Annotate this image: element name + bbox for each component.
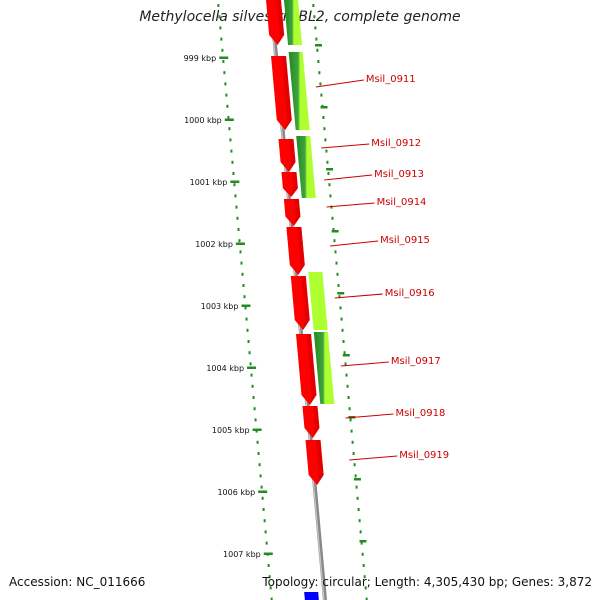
cds-arrow-9[interactable] [302,406,320,438]
accession-label: Accession: NC_011666 [9,575,146,589]
cds-arrow-1[interactable] [266,0,285,45]
position-tick-mark [241,304,251,307]
cds-arrow-3[interactable] [278,139,296,172]
position-tick-mark [224,118,234,121]
position-tick-label: 1007 kbp [223,550,261,559]
position-tick-label: 1005 kbp [212,426,250,435]
position-tick-label: 1001 kbp [190,178,228,187]
map-title: Methylocella silvestris BL2, complete ge… [139,9,461,25]
position-tick-label: 1000 kbp [184,116,222,125]
cds-arrow-7[interactable] [290,276,310,330]
gene-label-leader [321,143,370,149]
cds-arrow-6-shade [296,227,305,275]
gene-label-leader [345,413,394,419]
other-feature-block[interactable] [304,592,319,600]
cds-arrow-8[interactable] [295,334,317,405]
position-tick-label: 999 kbp [184,54,217,63]
gene-label-leader [330,240,379,247]
cds-arrow-2[interactable] [271,56,292,130]
position-ticks: 999 kbp 1000 kbp 1001 kbp 1002 kbp 1003 kbp 1… [184,4,368,600]
position-tick-mark [263,552,273,555]
position-tick-label: 1006 kbp [217,488,255,497]
outer-tick-mark [314,44,322,47]
outer-tick-mark [320,106,328,109]
gene-label[interactable]: Msil_0915 [380,235,430,246]
position-tick-label: 1003 kbp [201,302,239,311]
cds-arrow-3-shade [288,139,296,172]
annotation-block-4[interactable] [308,272,328,330]
outer-tick-mark [359,540,367,543]
position-tick-label: 1004 kbp [206,364,244,373]
cds-arrow-8-shade [306,334,317,405]
position-tick-mark [230,180,240,183]
gene-label[interactable]: Msil_0913 [374,169,424,180]
gene-label[interactable]: Msil_0912 [371,138,421,149]
cds-arrow-9-shade [312,406,320,438]
cds-arrow-4-shade [291,172,298,197]
annotation-block-1[interactable] [284,0,303,45]
cds-arrow-6[interactable] [286,227,305,275]
gene-label[interactable]: Msil_0917 [391,356,441,367]
cds-arrow-1-shade [276,0,285,45]
annotation-block-3[interactable] [296,136,316,198]
gene-label-leader [334,293,383,299]
annotation-block-5[interactable] [313,332,335,404]
feature-tracks [266,0,335,600]
cds-arrow-5-shade [293,199,301,226]
gene-label[interactable]: Msil_0919 [399,450,449,461]
position-tick-mark [252,428,262,431]
gene-label[interactable]: Msil_0918 [396,408,446,419]
gene-label-leader [340,361,389,367]
annotation-block-2[interactable] [288,52,310,130]
gene-label[interactable]: Msil_0916 [385,288,435,299]
gene-label[interactable]: Msil_0911 [366,74,416,85]
position-tick-mark [258,490,268,493]
outer-tick-mark [326,168,334,171]
position-tick-label: 1002 kbp [195,240,233,249]
position-tick-mark [219,56,229,59]
outer-tick-mark [353,478,361,481]
genome-summary: Topology: circular; Length: 4,305,430 bp… [262,575,592,589]
cds-arrow-7-shade [301,276,310,330]
gene-label[interactable]: Msil_0914 [377,197,427,208]
cds-arrow-10[interactable] [305,440,324,485]
outer-tick-mark [342,354,350,357]
cds-arrow-10-shade [316,440,324,485]
cds-arrow-5[interactable] [283,199,301,226]
outer-tick-mark [331,230,339,233]
cds-arrow-4[interactable] [281,172,298,197]
cds-arrow-2-shade [281,56,292,130]
gene-label-leader [315,79,364,88]
position-tick-mark [247,366,257,369]
gene-label-leader [326,202,375,208]
gene-label-leader [349,455,398,461]
gene-label-leader [324,174,373,181]
position-tick-mark [235,242,245,245]
outer-tick-mark [337,292,345,295]
gene-labels: Msil_0911 Msil_0912 Msil_0913 Msil_0914 Msil… [315,74,449,461]
